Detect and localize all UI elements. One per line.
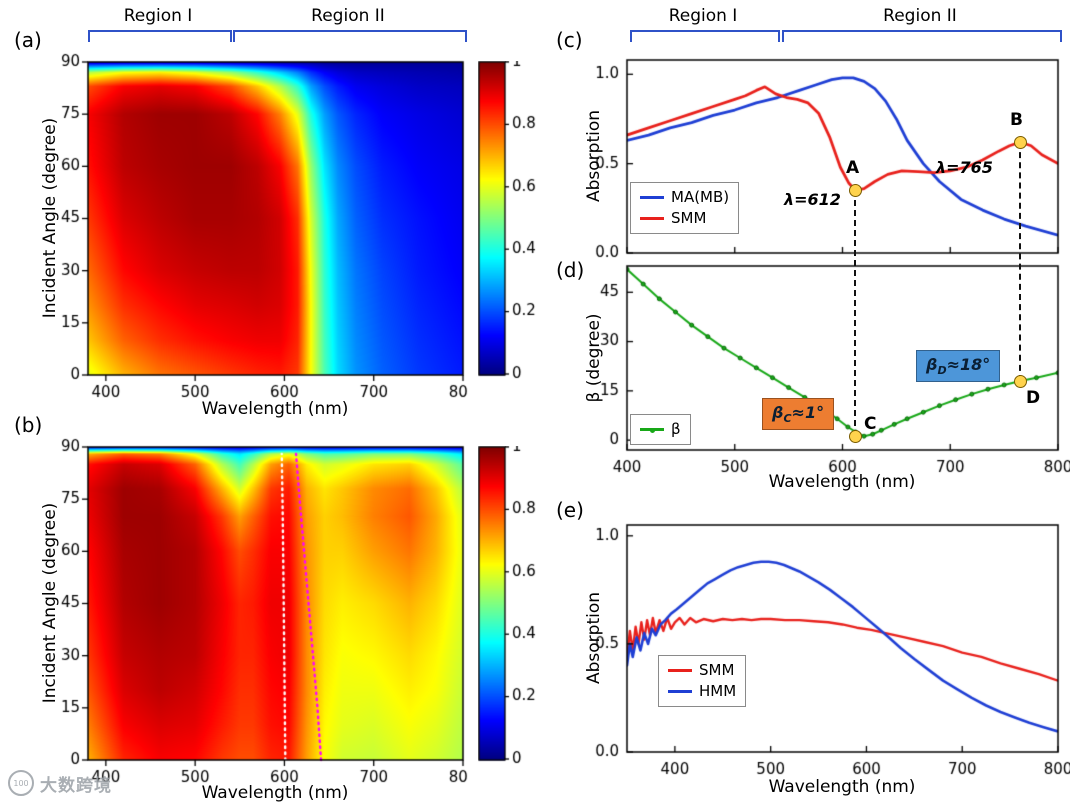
region-1-label-left: Region I <box>123 6 193 26</box>
beta-d-annotation-box: βD≈18° <box>916 350 1001 383</box>
point-a-label: A <box>846 158 860 178</box>
watermark: 100 大数跨境 <box>8 770 112 796</box>
legend-item-beta: β <box>640 419 681 440</box>
smm-label-e: SMM <box>699 661 735 679</box>
beta-line-swatch <box>640 428 664 433</box>
point-marker-a <box>849 184 862 197</box>
point-marker-b <box>1014 136 1027 149</box>
beta-label: β <box>671 420 681 438</box>
panel-e-x-axis-title: Wavelength (nm) <box>768 777 916 797</box>
point-c-label: C <box>864 414 877 434</box>
region-2-label-right: Region II <box>883 6 957 26</box>
panel-b-heatmap-canvas <box>36 427 468 792</box>
region-1-bracket-right <box>630 30 780 42</box>
point-b-label: B <box>1010 110 1023 130</box>
panel-c-legend: MA(MB) SMM <box>630 182 740 234</box>
panel-a-heatmap-canvas <box>36 42 468 407</box>
panel-a-colorbar <box>478 61 548 381</box>
panel-b-colorbar <box>478 446 548 766</box>
lambda-612-label: λ=612 <box>784 190 841 209</box>
panel-d-x-axis-title: Wavelength (nm) <box>768 472 916 492</box>
smm-line-swatch-e <box>668 669 692 672</box>
region-1-bracket-left <box>88 30 232 42</box>
beta-c-annotation-box: βC≈1° <box>762 398 835 431</box>
legend-item-smm-c: SMM <box>640 208 729 229</box>
panel-b-x-axis-title: Wavelength (nm) <box>201 783 349 803</box>
panel-e-legend: SMM HMM <box>658 655 747 707</box>
beta-d-value: ≈18° <box>946 355 991 374</box>
dashed-line-612 <box>854 190 856 436</box>
region-1-label-right: Region I <box>668 6 738 26</box>
lambda-765-label: λ=765 <box>936 158 993 177</box>
point-marker-d <box>1014 375 1027 388</box>
dashed-line-765 <box>1019 142 1021 381</box>
watermark-text: 大数跨境 <box>40 775 112 796</box>
smm-line-swatch-c <box>640 217 664 220</box>
legend-item-hmm: HMM <box>668 681 736 702</box>
panel-a-x-axis-title: Wavelength (nm) <box>201 399 349 419</box>
point-marker-c <box>849 430 862 443</box>
region-2-label-left: Region II <box>311 6 385 26</box>
legend-item-mamb: MA(MB) <box>640 187 729 208</box>
panel-e-y-axis-title: Absorption <box>584 591 604 685</box>
beta-d-subscript: D <box>937 364 947 378</box>
beta-c-subscript: C <box>783 412 792 426</box>
panel-b-y-axis-title: Incident Angle (degree) <box>40 502 60 704</box>
panel-d-y-axis-title: β (degree) <box>584 313 604 403</box>
panel-c-y-axis-title: Absorption <box>584 109 604 203</box>
hmm-line-swatch <box>668 690 692 693</box>
region-2-bracket-right <box>782 30 1062 42</box>
beta-d-symbol: β <box>926 355 938 374</box>
mamb-label: MA(MB) <box>671 188 730 206</box>
beta-marker-dot <box>650 428 655 433</box>
mamb-line-swatch <box>640 196 664 199</box>
region-2-bracket-left <box>233 30 467 42</box>
legend-item-smm-e: SMM <box>668 660 736 681</box>
panel-e-line-canvas <box>577 505 1070 790</box>
smm-label-c: SMM <box>671 209 707 227</box>
point-d-label: D <box>1026 388 1041 408</box>
panel-d-legend: β <box>630 414 691 445</box>
watermark-badge-icon: 100 <box>8 770 34 796</box>
panel-a-y-axis-title: Incident Angle (degree) <box>40 117 60 319</box>
beta-c-value: ≈1° <box>791 403 825 422</box>
beta-c-symbol: β <box>772 403 784 422</box>
hmm-label: HMM <box>699 682 737 700</box>
